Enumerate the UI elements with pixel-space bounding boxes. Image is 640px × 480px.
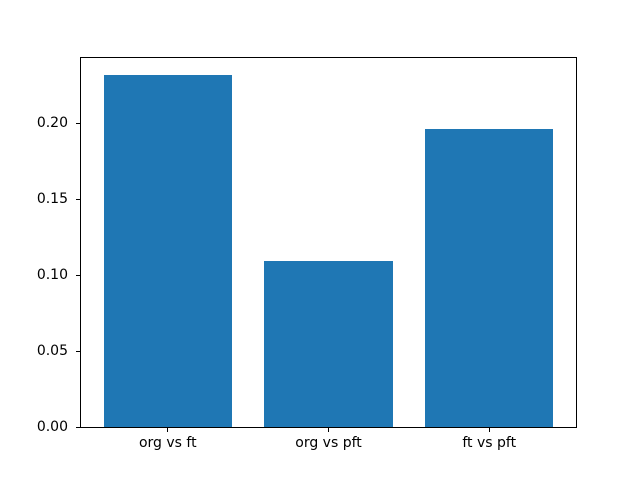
y-tick-label: 0.15	[36, 191, 68, 208]
x-tick-mark	[167, 428, 169, 432]
bar-org-vs-ft	[103, 74, 233, 427]
bar-org-vs-pft	[264, 261, 393, 427]
y-tick-mark	[76, 350, 80, 352]
y-tick-label: 0.20	[36, 115, 68, 132]
y-tick-label: 0.00	[36, 419, 68, 435]
x-tick-label: org vs pft	[295, 435, 362, 451]
y-tick-mark	[76, 426, 80, 428]
y-tick-mark	[76, 274, 80, 276]
y-tick-label: 0.10	[36, 267, 68, 284]
x-tick-label: org vs ft	[138, 435, 197, 451]
plot-area	[80, 57, 577, 428]
x-tick-mark	[328, 428, 329, 432]
bar-ft-vs-pft	[424, 129, 554, 427]
y-tick-mark	[76, 198, 80, 200]
y-tick-label: 0.05	[36, 343, 68, 360]
x-tick-mark	[488, 428, 490, 432]
y-tick-mark	[76, 122, 80, 124]
x-tick-label: ft vs pft	[462, 435, 517, 451]
